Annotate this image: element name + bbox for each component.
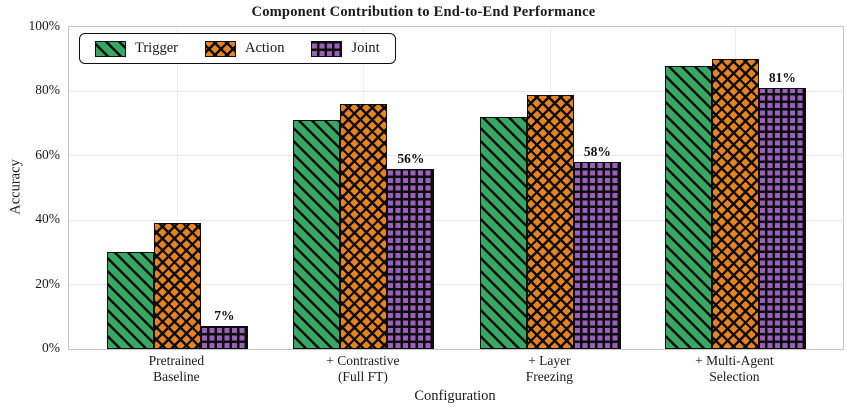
bar-group: 58% [479,27,621,349]
y-tick-label: 80% [35,82,60,98]
y-axis-label: Accuracy [7,159,24,215]
y-gridline [69,284,843,286]
legend-item-action: Action [204,40,285,57]
legend-label: Action [244,40,285,56]
bar-trigger-1 [293,120,341,349]
trigger-swatch-icon [95,40,126,57]
y-tick-label: 40% [35,211,60,227]
x-tick-label: + Layer Freezing [525,353,574,384]
legend-item-trigger: Trigger [95,40,178,57]
bar-joint-2: 58% [573,144,621,349]
y-tick-label: 0% [42,340,60,355]
plot-area: 7% 56% 58% 81% [68,26,844,350]
bar-value-label: 56% [397,150,425,166]
bar-trigger-2 [479,117,527,349]
y-tick-label: 60% [35,146,60,162]
legend-label: Joint [351,40,380,56]
legend: Trigger Action Joint [79,33,396,64]
bar-joint-1: 56% [387,151,435,349]
y-gridline [69,155,843,157]
x-tick-label: Pretrained Baseline [148,353,205,384]
bar-value-label: 81% [768,70,796,86]
bar-action-2 [526,94,574,349]
bar-trigger-3 [664,65,712,349]
bar-value-label: 7% [214,308,235,324]
joint-swatch-icon [311,40,343,57]
bar-group: 7% [106,27,248,349]
bar-group: 81% [664,27,806,349]
x-axis-label: Configuration [414,388,496,404]
y-tick-label: 100% [28,18,61,33]
action-swatch-icon [204,40,236,57]
bar-trigger-0 [106,252,154,349]
x-tick-label: + Multi-Agent Selection [695,353,774,384]
bar-action-0 [153,223,201,349]
y-gridline [69,219,843,221]
legend-item-joint: Joint [311,40,380,57]
bar-value-label: 58% [583,144,611,160]
y-tick-label: 20% [35,275,60,291]
chart-title: Component Contribution to End-to-End Per… [251,4,596,20]
bar-group: 56% [293,27,435,349]
x-tick-label: + Contrastive (Full FT) [326,353,400,384]
x-gridline [176,27,178,349]
bar-action-1 [340,104,388,349]
legend-label: Trigger [135,40,178,56]
bar-action-3 [711,59,759,349]
bar-joint-0: 7% [200,308,248,349]
bar-joint-3: 81% [758,70,806,349]
y-gridline [69,90,843,92]
